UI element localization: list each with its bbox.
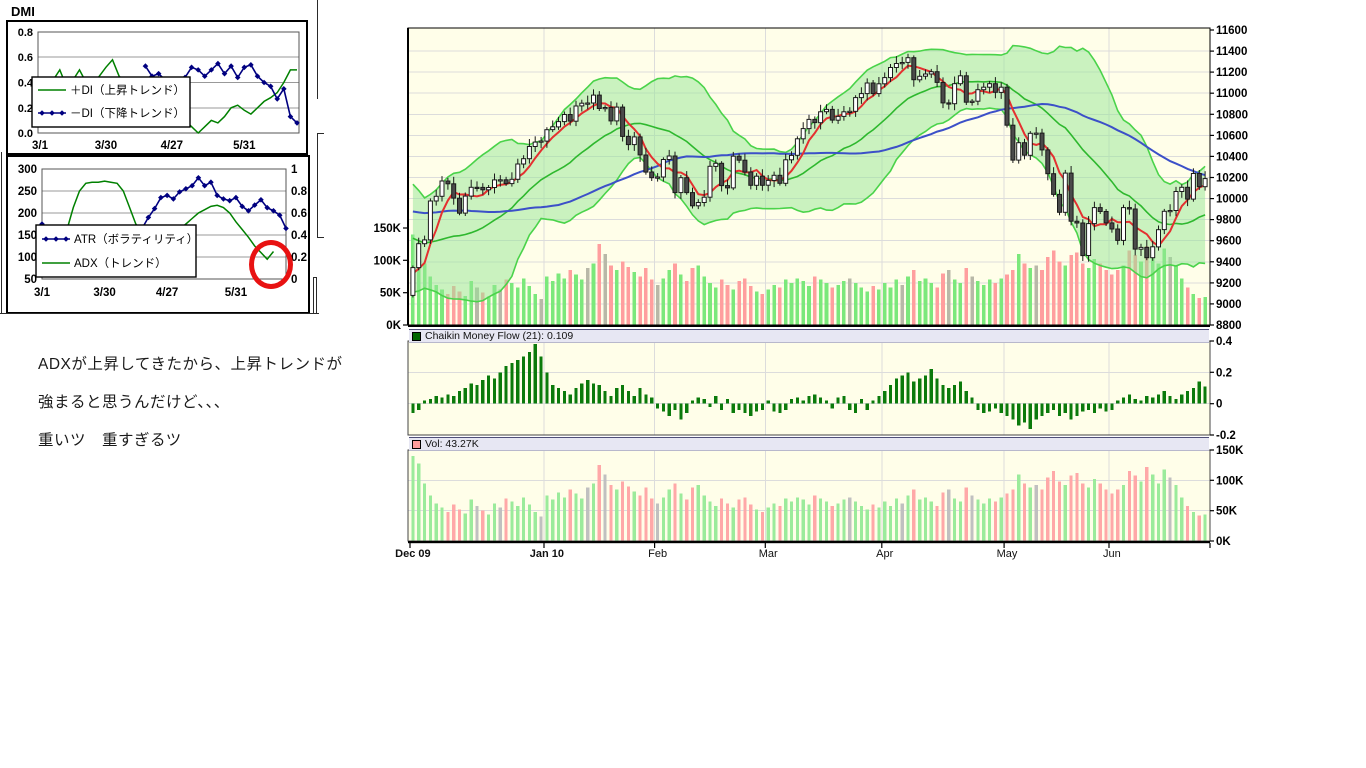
svg-text:100: 100 (18, 252, 37, 264)
comment-text: ADXが上昇してきたから、上昇トレンドが 強まると思うんだけど、、、 重いツ 重… (38, 346, 398, 460)
svg-text:11200: 11200 (1216, 67, 1247, 79)
svg-text:150K: 150K (374, 223, 402, 235)
svg-text:9800: 9800 (1216, 215, 1242, 227)
svg-text:8800: 8800 (1216, 320, 1242, 332)
svg-text:50: 50 (24, 274, 37, 286)
svg-text:Dec 09: Dec 09 (395, 548, 430, 560)
svg-text:10200: 10200 (1216, 173, 1248, 185)
svg-text:11600: 11600 (1216, 25, 1247, 37)
svg-text:0.4: 0.4 (1216, 336, 1233, 348)
comment-line-2: 強まると思うんだけど、、、 (38, 394, 230, 411)
svg-text:200: 200 (18, 208, 37, 220)
cmf-panel-header: Chaikin Money Flow (21): 0.109 (409, 329, 1209, 343)
decor-line (313, 277, 317, 278)
svg-text:3/30: 3/30 (95, 140, 117, 152)
svg-text:Feb: Feb (648, 548, 667, 560)
svg-text:0.6: 0.6 (291, 208, 307, 220)
svg-text:Mar: Mar (759, 548, 778, 560)
svg-text:0: 0 (291, 274, 297, 286)
svg-text:Jun: Jun (1103, 548, 1121, 560)
svg-text:0K: 0K (386, 320, 401, 332)
svg-text:3/1: 3/1 (32, 140, 49, 152)
svg-text:4/27: 4/27 (156, 287, 178, 299)
svg-text:150K: 150K (1216, 445, 1244, 457)
svg-text:9400: 9400 (1216, 257, 1242, 269)
cmf-header-label: Chaikin Money Flow (21): 0.109 (425, 330, 574, 342)
decor-line (317, 0, 318, 99)
comment-line-3: 重いツ 重すぎるツ (38, 432, 182, 449)
svg-text:10400: 10400 (1216, 151, 1248, 163)
decor-line (1, 152, 2, 314)
svg-text:0.2: 0.2 (1216, 367, 1232, 379)
svg-text:0.2: 0.2 (18, 103, 33, 115)
svg-text:150: 150 (18, 230, 37, 242)
svg-text:Apr: Apr (876, 548, 893, 560)
decor-line (317, 133, 324, 134)
svg-text:11000: 11000 (1216, 88, 1247, 100)
comment-line-1: ADXが上昇してきたから、上昇トレンドが (38, 356, 343, 373)
svg-text:10000: 10000 (1216, 194, 1248, 206)
svg-text:0.6: 0.6 (18, 52, 33, 64)
svg-text:10800: 10800 (1216, 109, 1248, 121)
svg-text:5/31: 5/31 (225, 287, 248, 299)
svg-text:9600: 9600 (1216, 236, 1242, 248)
svg-text:1: 1 (291, 164, 298, 176)
svg-text:250: 250 (18, 186, 37, 198)
svg-text:ADX（トレンド）: ADX（トレンド） (74, 257, 167, 270)
svg-text:0.8: 0.8 (291, 186, 308, 198)
volume-header-label: Vol: 43.27K (425, 438, 479, 450)
red-circle-annotation (249, 240, 293, 289)
decor-line (317, 237, 324, 238)
decor-line (0, 313, 319, 314)
volume-legend-swatch-icon (412, 439, 421, 449)
svg-text:4/27: 4/27 (161, 140, 183, 152)
svg-text:50K: 50K (380, 288, 402, 300)
svg-text:0.0: 0.0 (18, 128, 33, 140)
svg-text:Jan 10: Jan 10 (530, 548, 564, 560)
cmf-legend-swatch-icon (412, 331, 421, 341)
svg-text:50K: 50K (1216, 506, 1238, 518)
svg-text:100K: 100K (1216, 475, 1244, 487)
svg-text:May: May (997, 548, 1018, 560)
svg-text:-0.2: -0.2 (1216, 430, 1236, 442)
svg-text:100K: 100K (374, 255, 402, 267)
svg-text:11400: 11400 (1216, 46, 1247, 58)
svg-text:0: 0 (1216, 399, 1222, 411)
svg-text:9200: 9200 (1216, 278, 1242, 290)
svg-text:＋DI（上昇トレンド）: ＋DI（上昇トレンド） (70, 84, 185, 97)
svg-text:300: 300 (18, 164, 37, 176)
atr-adx-chart: 300 250 200 150 100 50 1 0.8 0.6 0.4 0.2 0 3/1 3/30 4/… (6, 146, 310, 315)
svg-text:0.2: 0.2 (291, 252, 307, 264)
decor-line (313, 277, 314, 313)
svg-text:0K: 0K (1216, 536, 1231, 548)
svg-text:9000: 9000 (1216, 299, 1242, 311)
svg-text:0.8: 0.8 (18, 27, 33, 39)
volume-panel-header: Vol: 43.27K (409, 437, 1209, 451)
svg-text:－DI（下降トレンド）: －DI（下降トレンド） (70, 106, 185, 120)
dmi-panel-title: DMI (11, 4, 35, 19)
dmi-chart: 0.0 0.2 0.4 0.6 0.8 3/1 3/30 4/27 5/31 ＋DI（上昇トレンド… (6, 20, 308, 156)
decor-line (316, 277, 317, 313)
svg-text:0.4: 0.4 (18, 78, 34, 90)
decor-line (317, 133, 318, 238)
price-chart: 8800 9000 9200 9400 9600 9800 10000 10200 10400 1… (370, 20, 1260, 570)
svg-text:ATR（ボラティリティ）: ATR（ボラティリティ） (74, 233, 198, 246)
svg-text:0.4: 0.4 (291, 230, 308, 242)
svg-text:5/31: 5/31 (233, 140, 256, 152)
svg-text:10600: 10600 (1216, 130, 1248, 142)
svg-text:3/30: 3/30 (93, 287, 115, 299)
svg-text:3/1: 3/1 (34, 287, 51, 299)
